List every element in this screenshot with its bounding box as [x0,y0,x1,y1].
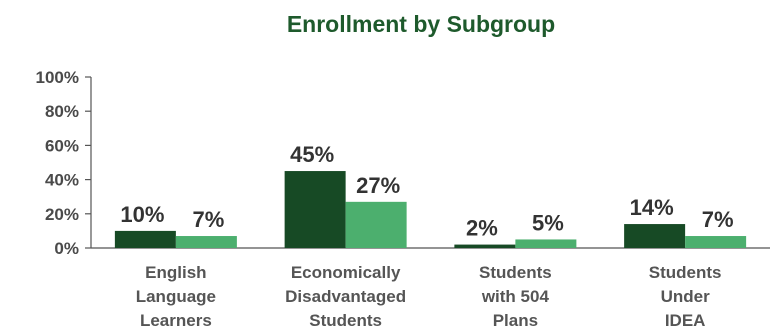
category-label: Plans [493,311,538,327]
category-label: English [145,263,206,282]
category-label: Disadvantaged [285,287,406,306]
bar [284,171,346,248]
category-label: Under [661,287,711,306]
data-labels: 10% 7% 45% 27% 2% 5% 14% 7% [120,142,733,241]
bar [454,244,516,248]
category-label: Students [649,263,722,282]
chart-title: Enrollment by Subgroup [287,11,555,37]
data-label: 7% [192,207,224,232]
x-axis-labels: English Language Learners Economically Disad… [136,263,722,327]
y-tick-label: 40% [45,171,79,190]
category-label: Learners [140,311,212,327]
y-tick-label: 0% [54,239,79,258]
bar [685,236,747,248]
data-label: 5% [532,210,564,235]
bar [345,201,407,248]
data-label: 10% [120,202,164,227]
data-label: 45% [290,142,334,167]
y-tick-label: 80% [45,102,79,121]
category-label: with 504 [481,287,550,306]
category-label: IDEA [665,311,706,327]
data-label: 14% [630,195,674,220]
data-label: 2% [466,216,498,241]
data-label: 7% [702,207,734,232]
data-label: 27% [356,173,400,198]
category-label: Language [136,287,216,306]
category-label: Students [479,263,552,282]
category-label: Students [309,311,382,327]
y-tick-label: 20% [45,205,79,224]
y-tick-label: 100% [36,68,79,87]
bars [114,171,747,248]
bar [114,230,176,248]
y-tick-label: 60% [45,136,79,155]
category-label: Economically [291,263,401,282]
bar [624,224,686,248]
bar [515,239,577,248]
bar [175,236,237,248]
